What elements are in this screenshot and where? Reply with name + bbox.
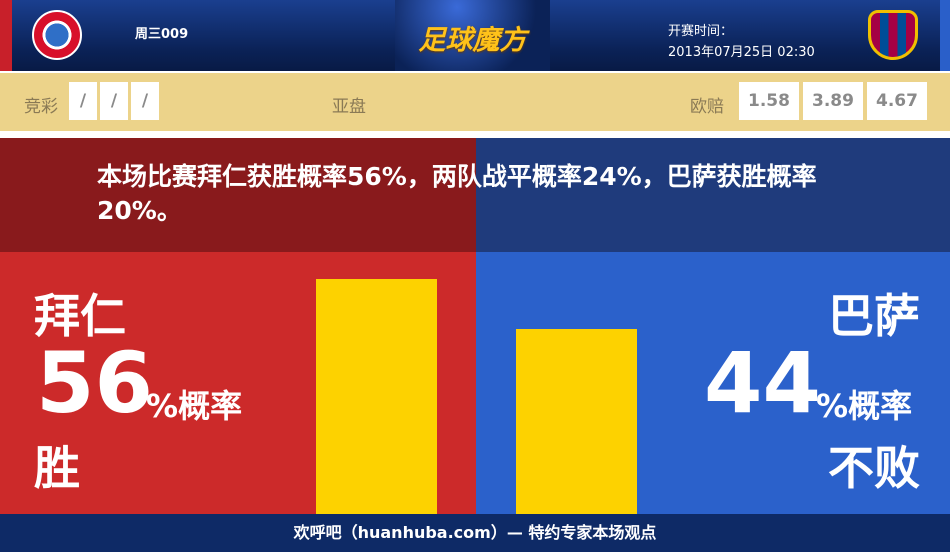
euro-odd-away: 4.67	[867, 82, 927, 120]
summary-band-home	[0, 138, 476, 252]
prediction-summary: 本场比赛拜仁获胜概率56%，两队战平概率24%，巴萨获胜概率20%。	[97, 162, 817, 225]
euro-odd-home: 1.58	[739, 82, 799, 120]
home-color-strip	[0, 0, 12, 71]
euro-odds-label: 欧赔	[690, 97, 724, 117]
away-percentage: 44	[704, 334, 821, 432]
footer: 欢呼吧（huanhuba.com）— 特约专家本场观点	[0, 514, 950, 552]
home-team-name: 拜仁	[34, 289, 126, 343]
bayern-crest-logo	[32, 10, 82, 60]
jingcai-odd: /	[131, 82, 159, 120]
brand-logo: 足球魔方	[418, 25, 527, 56]
match-code: 周三009	[135, 27, 189, 42]
away-outcome: 不败	[828, 441, 920, 495]
kickoff-time: 2013年07月25日 02:30	[668, 45, 815, 60]
home-probability-bar	[316, 278, 437, 514]
euro-odd-draw: 3.89	[803, 82, 863, 120]
home-outcome: 胜	[34, 441, 80, 495]
jingcai-odd: /	[69, 82, 97, 120]
home-percentage: 56	[36, 334, 153, 432]
brand-logo-background	[395, 0, 550, 71]
away-pct-suffix: %概率	[816, 387, 913, 425]
away-team-name: 巴萨	[828, 289, 920, 343]
away-probability-bar	[516, 329, 637, 514]
home-pct-suffix: %概率	[146, 387, 243, 425]
barcelona-crest-logo	[868, 10, 918, 60]
asian-handicap-label: 亚盘	[332, 97, 366, 117]
jingcai-label: 竞彩	[24, 97, 58, 117]
summary-band-away	[476, 138, 950, 252]
kickoff-label: 开赛时间：	[668, 24, 734, 39]
away-color-strip	[940, 0, 950, 71]
jingcai-odd: /	[100, 82, 128, 120]
